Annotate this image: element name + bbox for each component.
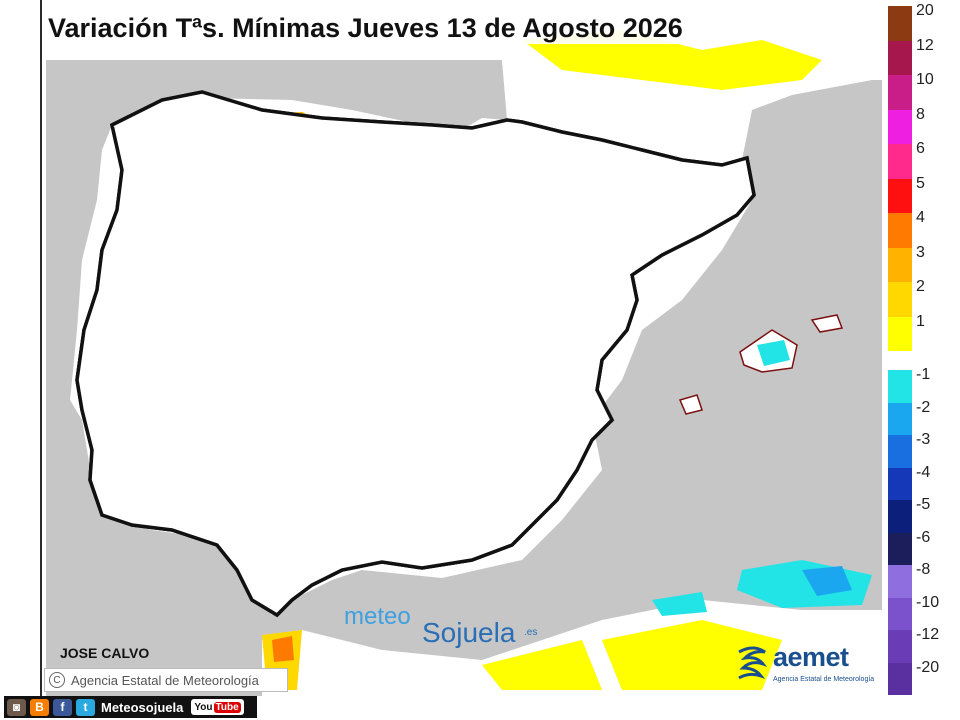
watermark-meteo-text: meteo <box>344 603 411 630</box>
legend-label: -3 <box>916 431 931 448</box>
legend-label: -2 <box>916 398 931 416</box>
blogger-icon[interactable]: B <box>30 698 49 716</box>
legend-swatch <box>888 597 912 630</box>
legend-swatch <box>888 467 912 500</box>
legend-swatch <box>888 178 912 213</box>
copyright-text: Agencia Estatal de Meteorología <box>71 672 259 688</box>
aemet-name: aemet <box>773 642 849 672</box>
legend-label: 10 <box>916 71 934 88</box>
youtube-tube-text: Tube <box>213 701 241 713</box>
facebook-icon[interactable]: f <box>53 698 72 716</box>
legend-label: -4 <box>916 463 931 481</box>
aemet-swirl-icon <box>738 646 768 680</box>
legend-swatch <box>888 6 912 41</box>
legend-label: -1 <box>916 366 931 383</box>
meteosojuela-watermark: meteo Sojuela .es <box>344 603 564 653</box>
watermark-sojuela-text: Sojuela <box>422 617 516 648</box>
legend-swatch <box>888 532 912 565</box>
balearic-islands <box>678 314 844 415</box>
legend-swatch <box>888 282 912 317</box>
social-media-bar: ◙ B f t Meteosojuela You Tube <box>4 696 257 718</box>
legend-label: -6 <box>916 528 931 546</box>
legend-swatch <box>888 40 912 75</box>
legend-swatch <box>888 630 912 663</box>
aemet-logo: aemet Agencia Estatal de Meteorología <box>735 642 875 688</box>
legend-label: 4 <box>916 209 925 226</box>
legend-swatch <box>888 247 912 282</box>
legend-swatch <box>888 75 912 110</box>
youtube-text: You <box>194 701 213 713</box>
temperature-anomaly-map <box>40 0 882 696</box>
legend-label: 2 <box>916 278 925 295</box>
color-scale-legend: 20 12 10 8 6 5 4 3 2 1 -1 -2 -3 -4 -5 -6 -8 -10 -12 -20 <box>888 2 960 696</box>
youtube-icon[interactable]: You Tube <box>191 699 244 715</box>
legend-swatch <box>888 565 912 598</box>
aemet-subtitle: Agencia Estatal de Meteorología <box>773 676 875 683</box>
social-handle[interactable]: Meteosojuela <box>101 699 184 715</box>
legend-label: -8 <box>916 561 931 578</box>
map-canvas <box>42 0 882 696</box>
legend-label: -12 <box>916 626 940 643</box>
legend-swatch <box>888 213 912 248</box>
instagram-icon[interactable]: ◙ <box>7 698 26 716</box>
map-title: Variación Tªs. Mínimas Jueves 13 de Agos… <box>44 13 687 44</box>
sea-area <box>46 60 882 696</box>
legend-label: 5 <box>916 174 925 192</box>
legend-label: 8 <box>916 105 925 123</box>
legend-swatch <box>888 109 912 144</box>
copyright-icon: C <box>49 672 65 688</box>
legend-label: -20 <box>916 658 940 676</box>
legend-label: 20 <box>916 2 934 19</box>
legend-label: -5 <box>916 496 931 513</box>
legend-swatch <box>888 662 912 695</box>
author-credit: JOSE CALVO <box>60 645 150 661</box>
legend-label: 6 <box>916 140 925 157</box>
legend-label: 12 <box>916 36 934 54</box>
watermark-domain-suffix: .es <box>524 627 538 638</box>
legend-label: -10 <box>916 593 940 611</box>
legend-label: 3 <box>916 243 925 261</box>
legend-swatch <box>888 500 912 533</box>
legend-label: 1 <box>916 312 925 330</box>
legend-swatch <box>888 402 912 435</box>
legend-swatch <box>888 316 912 351</box>
copyright-banner: C Agencia Estatal de Meteorología <box>44 668 288 692</box>
legend-swatch <box>888 144 912 179</box>
legend-swatch <box>888 370 912 403</box>
legend-swatch <box>888 435 912 468</box>
twitter-icon[interactable]: t <box>76 698 95 716</box>
